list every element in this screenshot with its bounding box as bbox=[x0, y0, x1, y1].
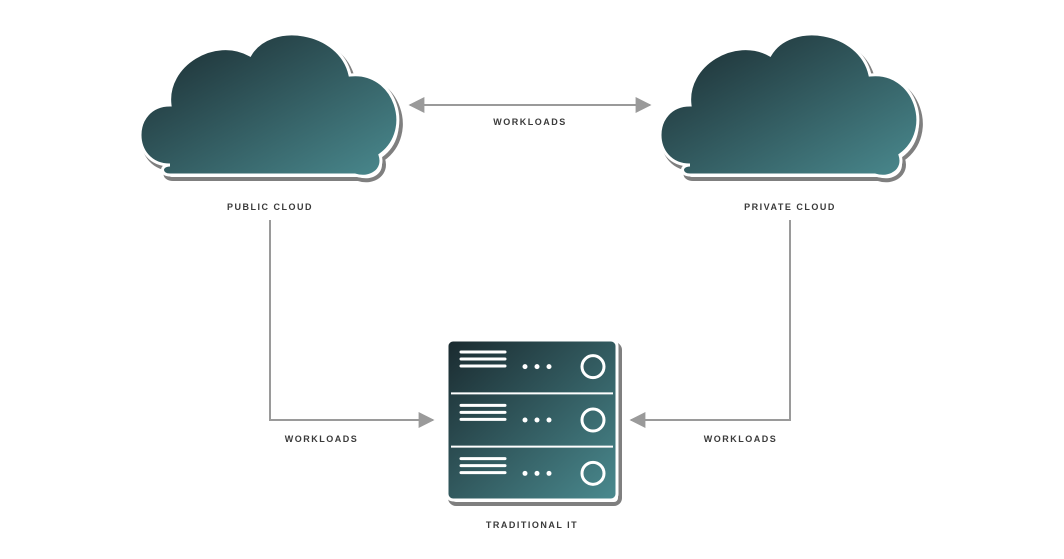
edge-label-0: WORKLOADS bbox=[493, 117, 567, 127]
public_cloud-node: PUBLIC CLOUD bbox=[140, 34, 401, 212]
private_cloud-label: PRIVATE CLOUD bbox=[744, 202, 836, 212]
traditional_it-node: TRADITIONAL IT bbox=[447, 340, 620, 530]
cloud-icon bbox=[660, 34, 918, 176]
edge-public_cloud-traditional_it bbox=[270, 220, 433, 420]
edge-private_cloud-traditional_it bbox=[631, 220, 790, 420]
edge-label-2: WORKLOADS bbox=[704, 434, 778, 444]
private_cloud-node: PRIVATE CLOUD bbox=[660, 34, 921, 212]
public_cloud-label: PUBLIC CLOUD bbox=[227, 202, 313, 212]
hybrid-cloud-diagram: PUBLIC CLOUD PRIVATE CLOUD TRADITIONAL IT W… bbox=[0, 0, 1064, 559]
edge-label-1: WORKLOADS bbox=[285, 434, 359, 444]
cloud-icon bbox=[140, 34, 398, 176]
traditional_it-label: TRADITIONAL IT bbox=[486, 520, 578, 530]
